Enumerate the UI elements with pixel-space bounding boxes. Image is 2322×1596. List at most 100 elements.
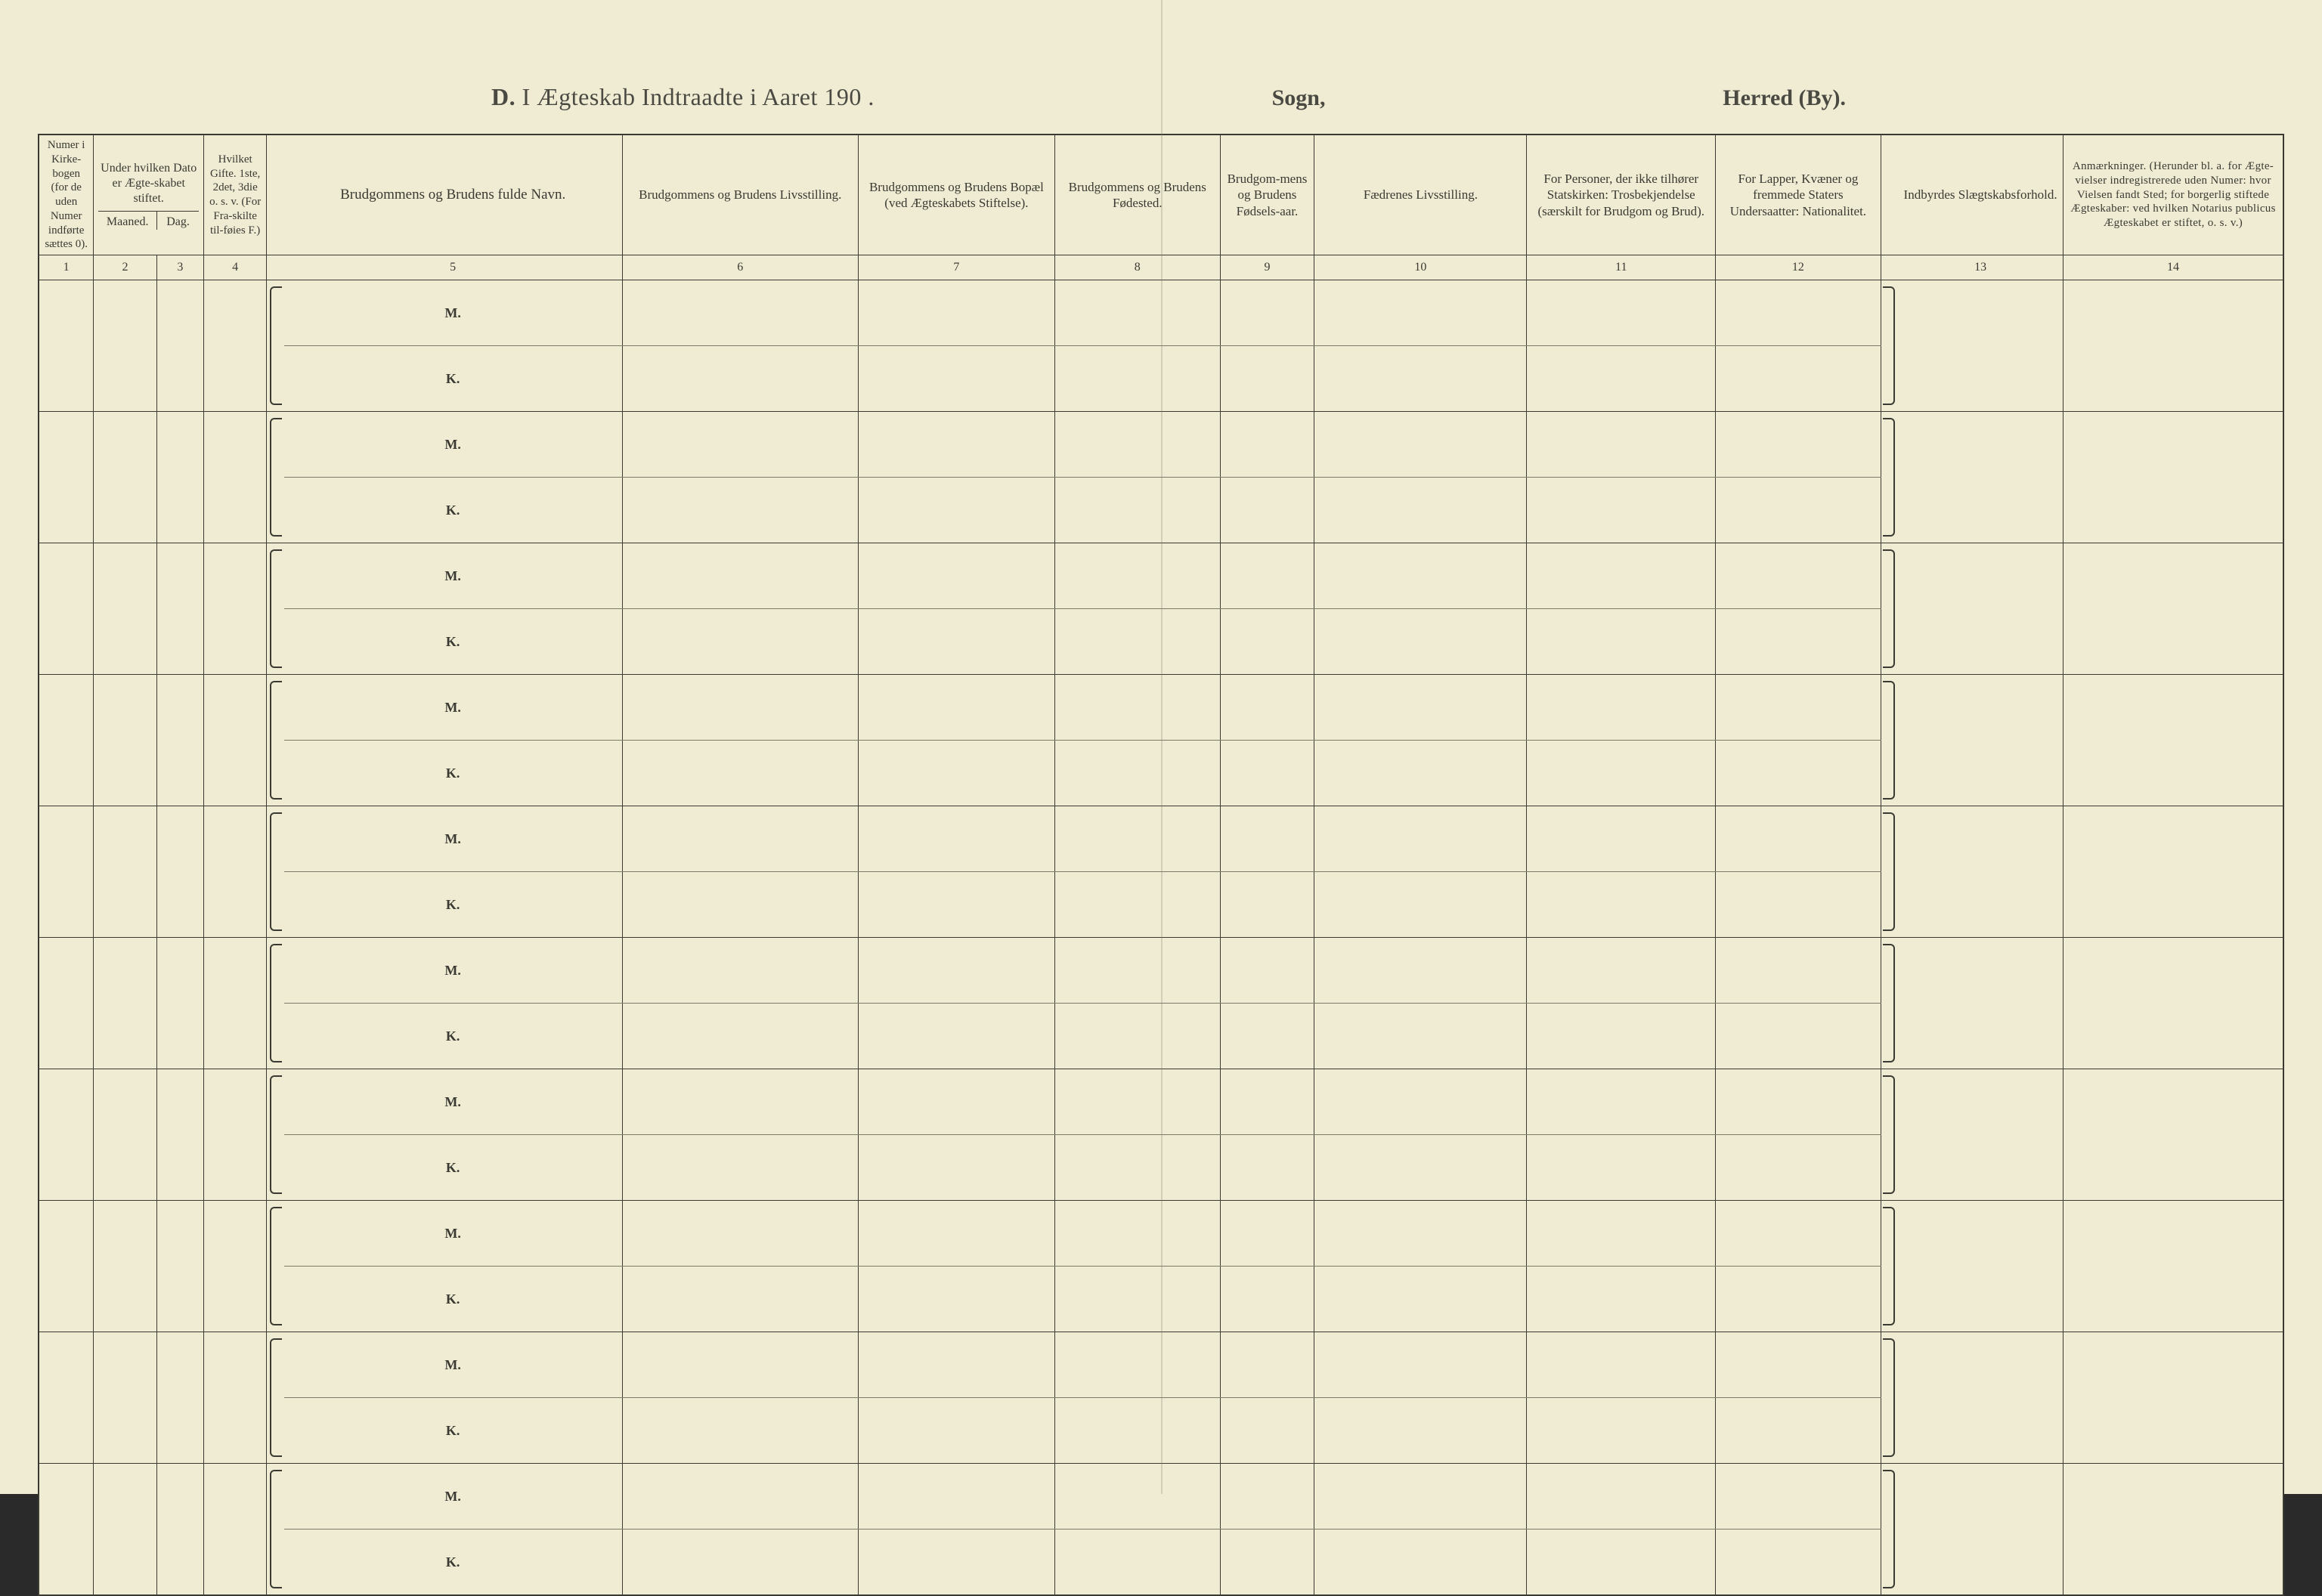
cell-c9-m [1220,675,1314,741]
cell-c6-m [622,675,858,741]
brace-left [267,675,284,806]
cell-c11-k [1527,1530,1716,1596]
title-sogn: Sogn, [1272,85,1326,111]
title-prefix: D. [491,83,515,110]
cell-c6-m [622,1201,858,1267]
cell-c12-k [1716,1398,1881,1464]
cell-c14 [2063,1069,2283,1201]
name-cell-m: M. [284,806,622,872]
cell-c14 [2063,1464,2283,1596]
cell-c1 [39,280,94,412]
cell-c8-k [1055,346,1221,412]
cell-c8-m [1055,1069,1221,1135]
cell-c12-m [1716,1332,1881,1398]
cell-c10-m [1314,280,1527,346]
cell-c13 [1898,1201,2063,1332]
col-header-12: For Lapper, Kvæner og fremmede Staters U… [1716,135,1881,255]
col-num-7: 7 [858,255,1054,280]
name-cell-m: M. [284,412,622,478]
cell-c14 [2063,412,2283,543]
cell-c10-k [1314,872,1527,938]
title-herred: Herred (By). [1723,85,2133,111]
cell-c10-k [1314,1135,1527,1201]
col-num-brace-r [1881,255,1898,280]
col-num-6: 6 [622,255,858,280]
cell-c14 [2063,1332,2283,1464]
cell-c6-m [622,1464,858,1530]
cell-c12-k [1716,478,1881,543]
col-header-10: Fædrenes Livsstilling. [1314,135,1527,255]
cell-c7-k [858,1135,1054,1201]
cell-c6-m [622,938,858,1004]
cell-c9-k [1220,872,1314,938]
brace-right [1881,412,1898,543]
cell-c9-m [1220,1201,1314,1267]
table-row: M. [39,543,2283,609]
cell-c11-m [1527,543,1716,609]
cell-c2 [94,1464,156,1596]
cell-c12-m [1716,543,1881,609]
cell-c1 [39,412,94,543]
cell-c8-k [1055,1530,1221,1596]
cell-c10-k [1314,1398,1527,1464]
title-main: I Ægteskab Indtraadte i Aaret 190 [522,83,862,110]
col-num-brace-l [267,255,284,280]
cell-c12-k [1716,346,1881,412]
cell-c7-k [858,872,1054,938]
cell-c12-m [1716,806,1881,872]
cell-c7-m [858,806,1054,872]
brace-right [1881,1069,1898,1201]
cell-c4 [204,675,267,806]
cell-c8-m [1055,280,1221,346]
cell-c4 [204,412,267,543]
cell-c6-k [622,1135,858,1201]
cell-c13 [1898,1332,2063,1464]
table-row: M. [39,412,2283,478]
cell-c9-k [1220,1398,1314,1464]
cell-c3 [156,280,203,412]
table-row: M. [39,1069,2283,1135]
cell-c7-m [858,1201,1054,1267]
col-num-4: 4 [204,255,267,280]
cell-c8-k [1055,478,1221,543]
cell-c10-m [1314,1464,1527,1530]
cell-c6-k [622,346,858,412]
cell-c9-k [1220,1530,1314,1596]
cell-c6-m [622,1069,858,1135]
cell-c9-m [1220,806,1314,872]
name-cell-m: M. [284,675,622,741]
cell-c13 [1898,280,2063,412]
col-num-2: 2 [94,255,156,280]
cell-c12-m [1716,938,1881,1004]
name-cell-m: M. [284,938,622,1004]
col-header-13: Indbyrdes Slægtskabsforhold. [1898,135,2063,255]
cell-c7-k [858,1530,1054,1596]
cell-c14 [2063,1201,2283,1332]
name-cell-k: K. [284,1267,622,1332]
cell-c12-m [1716,1201,1881,1267]
cell-c4 [204,543,267,675]
cell-c7-k [858,1398,1054,1464]
col-num-1: 1 [39,255,94,280]
cell-c14 [2063,675,2283,806]
table-row: M. [39,938,2283,1004]
cell-c6-m [622,280,858,346]
name-cell-m: M. [284,1332,622,1398]
cell-c8-k [1055,741,1221,806]
cell-c9-m [1220,1464,1314,1530]
cell-c7-m [858,543,1054,609]
name-cell-k: K. [284,609,622,675]
name-cell-m: M. [284,1201,622,1267]
cell-c10-m [1314,1332,1527,1398]
col-header-7: Brudgommens og Brudens Bopæl (ved Ægtesk… [858,135,1054,255]
cell-c9-k [1220,741,1314,806]
cell-c11-k [1527,1004,1716,1069]
cell-c9-k [1220,1004,1314,1069]
cell-c7-m [858,412,1054,478]
cell-c7-k [858,1267,1054,1332]
name-cell-k: K. [284,741,622,806]
cell-c6-m [622,412,858,478]
col-header-8: Brudgommens og Brudens Fødested. [1055,135,1221,255]
cell-c8-m [1055,675,1221,741]
cell-c3 [156,543,203,675]
